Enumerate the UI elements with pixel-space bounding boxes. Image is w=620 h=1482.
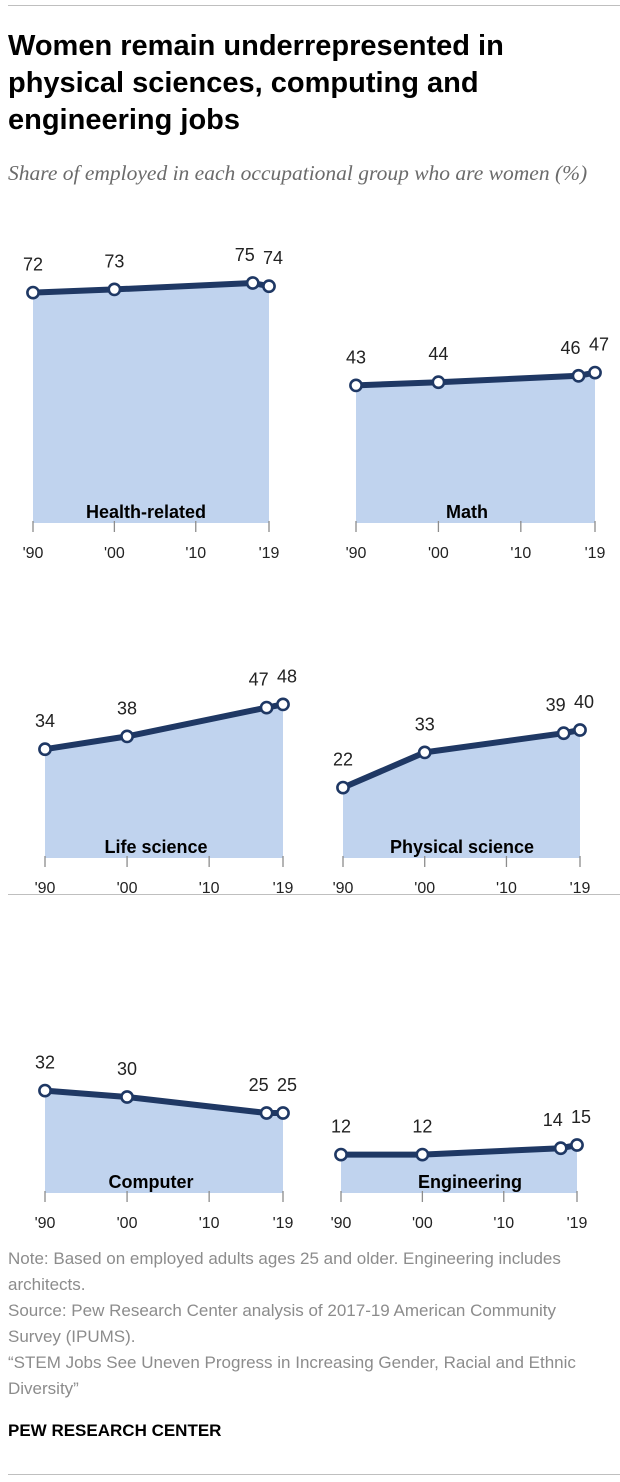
data-label: 33 (415, 714, 435, 734)
data-point (556, 726, 571, 741)
series-line (338, 1142, 580, 1158)
x-tick-label: '00 (428, 545, 449, 562)
data-point (120, 729, 134, 744)
x-tick-label: '19 (567, 1215, 588, 1232)
series-line (42, 1087, 286, 1116)
data-label: 47 (249, 670, 269, 690)
note-text: Note: Based on employed adults ages 25 a… (8, 1249, 561, 1294)
data-label: 25 (277, 1075, 297, 1095)
data-label: 12 (412, 1117, 432, 1137)
data-label: 32 (35, 1053, 55, 1073)
data-point (417, 745, 432, 760)
area-fill (33, 283, 269, 523)
series-line (340, 727, 583, 791)
data-point (349, 378, 363, 393)
data-point (553, 1141, 568, 1156)
data-label: 30 (117, 1059, 137, 1079)
panel-label: Engineering (418, 1172, 522, 1192)
x-tick-label: '90 (333, 880, 354, 897)
x-tick-label: '10 (493, 1215, 514, 1232)
data-label: 72 (23, 255, 43, 275)
x-tick-label: '90 (346, 545, 367, 562)
data-label: 48 (277, 666, 297, 686)
chart-title: Women remain underrepresented in physica… (8, 30, 504, 136)
row-divider (8, 894, 620, 895)
data-point (431, 375, 446, 390)
x-tick-label: '00 (117, 880, 138, 897)
area-fill (45, 1090, 283, 1193)
data-label: 22 (333, 750, 353, 770)
x-tick-label: '00 (412, 1215, 433, 1232)
series-line (30, 280, 272, 296)
data-point (276, 1106, 290, 1120)
data-point (245, 276, 260, 290)
x-tick-label: '10 (496, 880, 517, 897)
panel-label: Math (446, 502, 488, 522)
data-point (259, 1106, 274, 1120)
data-point (107, 282, 122, 297)
top-rule (8, 5, 620, 6)
data-point (26, 285, 40, 300)
report-title: “STEM Jobs See Uneven Progress in Increa… (8, 1353, 576, 1398)
chart-subtitle: Share of employed in each occupational g… (8, 161, 588, 185)
source-text: Source: Pew Research Center analysis of … (8, 1301, 557, 1346)
data-label: 25 (249, 1075, 269, 1095)
data-label: 15 (571, 1107, 591, 1127)
data-label: 40 (574, 692, 594, 712)
panel-label: Physical science (390, 837, 534, 857)
data-point (262, 279, 276, 294)
data-label: 46 (561, 338, 581, 358)
brand-name: PEW RESEARCH CENTER (8, 1421, 222, 1440)
data-point (120, 1090, 134, 1104)
small-multiples-chart: '90 '00 '10 '19 Health-related 72 73 75 74 '90 '00… (23, 245, 609, 1232)
data-label: 44 (428, 344, 448, 364)
data-point (415, 1147, 430, 1162)
bottom-rule (8, 1474, 620, 1475)
x-tick-label: '10 (199, 1215, 220, 1232)
x-tick-label: '90 (331, 1215, 352, 1232)
x-tick-label: '90 (35, 1215, 56, 1232)
data-label: 73 (104, 251, 124, 271)
data-label: 12 (331, 1117, 351, 1137)
data-point (571, 368, 586, 383)
x-tick-label: '10 (185, 545, 206, 562)
data-point (276, 697, 290, 712)
data-label: 47 (589, 335, 609, 355)
data-point (336, 780, 350, 795)
data-label: 14 (543, 1110, 563, 1130)
series-line (353, 369, 598, 389)
data-point (38, 1083, 52, 1098)
data-label: 74 (263, 248, 283, 268)
notes-block: Note: Based on employed adults ages 25 a… (8, 1246, 612, 1402)
series-line (42, 701, 286, 753)
x-tick-label: '10 (199, 880, 220, 897)
data-point (570, 1138, 584, 1152)
area-fill (356, 372, 595, 523)
x-tick-label: '19 (585, 545, 606, 562)
panel-label: Computer (109, 1172, 194, 1192)
data-point (259, 700, 274, 715)
x-tick-label: '00 (104, 545, 125, 562)
x-tick-label: '90 (35, 880, 56, 897)
data-point (588, 365, 602, 380)
x-tick-label: '00 (117, 1215, 138, 1232)
data-label: 38 (117, 698, 137, 718)
data-label: 39 (546, 695, 566, 715)
data-label: 34 (35, 711, 55, 731)
data-point (334, 1147, 348, 1162)
area-fill (343, 730, 580, 858)
x-tick-label: '10 (510, 545, 531, 562)
panel-label: Life science (104, 837, 207, 857)
x-tick-label: '00 (414, 880, 435, 897)
x-tick-label: '19 (273, 1215, 294, 1232)
data-label: 75 (235, 245, 255, 265)
data-point (38, 742, 52, 757)
panel-label: Health-related (86, 502, 206, 522)
data-label: 43 (346, 347, 366, 367)
x-tick-label: '19 (570, 880, 591, 897)
x-tick-label: '90 (23, 545, 44, 562)
x-tick-label: '19 (273, 880, 294, 897)
data-point (573, 723, 587, 737)
x-tick-label: '19 (259, 545, 280, 562)
